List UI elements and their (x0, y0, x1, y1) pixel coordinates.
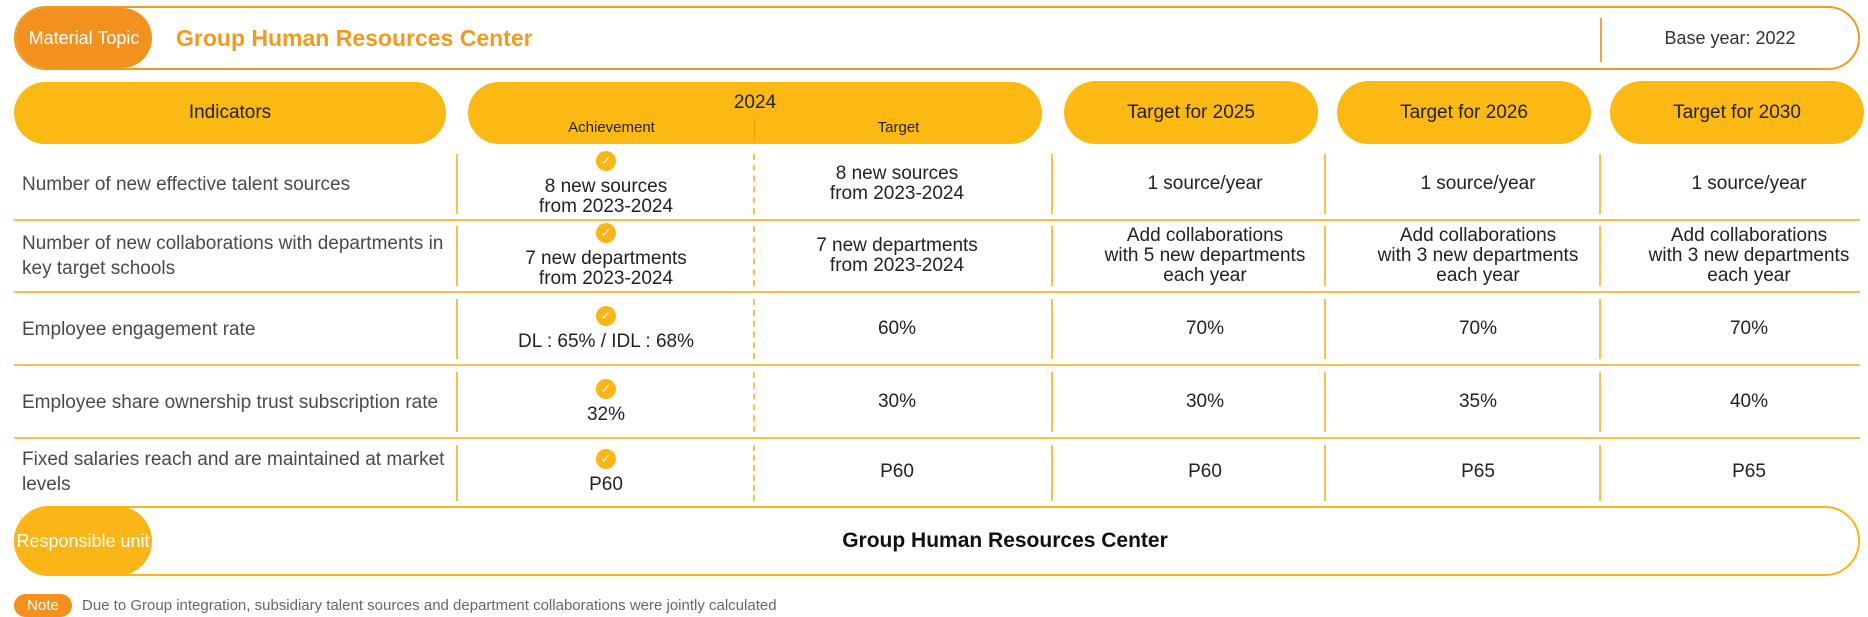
header-2024-divider (754, 118, 755, 140)
column-divider (1599, 445, 1601, 501)
row-target-2024: 7 new departments from 2023-2024 (816, 235, 978, 276)
header-2024-target: Target (877, 119, 920, 136)
header-target-2025: Target for 2025 (1064, 81, 1318, 144)
row-indicator: Employee share ownership trust subscript… (22, 391, 439, 413)
column-divider (1051, 154, 1053, 214)
check-circle-icon: ✓ (596, 151, 616, 171)
row-target-2026: 70% (1458, 318, 1498, 339)
base-year: Base year: 2022 (1664, 28, 1796, 48)
column-divider (1051, 299, 1053, 359)
header-2024-achievement: Achievement (568, 119, 655, 136)
header-divider (1600, 18, 1602, 62)
row-target-2025: 70% (1185, 318, 1225, 339)
material-topic-label: Material Topic (16, 8, 152, 68)
check-circle-icon: ✓ (596, 379, 616, 399)
responsible-unit-label: Responsible unit (14, 506, 152, 576)
note-tag: Note (14, 594, 72, 617)
column-divider (1051, 226, 1053, 286)
row-achievement: ✓ 8 new sources from 2023-2024 (456, 150, 756, 218)
row-divider (14, 437, 1860, 439)
table-row: Employee engagement rate ✓ DL : 65% / ID… (14, 295, 1860, 363)
material-topic-title: Group Human Resources Center (176, 25, 533, 51)
column-divider-dashed (753, 445, 755, 501)
check-circle-icon: ✓ (596, 449, 616, 469)
header-2024: 2024 Achievement Target (468, 82, 1042, 144)
row-indicator: Number of new collaborations with depart… (22, 233, 444, 279)
column-divider-dashed (753, 154, 755, 214)
column-divider-dashed (753, 299, 755, 359)
header-2024-year: 2024 (733, 92, 777, 113)
table-row: Fixed salaries reach and are maintained … (14, 441, 1860, 503)
column-divider (1599, 154, 1601, 214)
responsible-unit-name: Group Human Resources Center (842, 529, 1168, 552)
row-target-2024: 60% (877, 318, 917, 339)
table-row: Number of new effective talent sources ✓… (14, 150, 1860, 218)
row-target-2025: Add collaborations with 5 new department… (1104, 225, 1306, 286)
row-target-2030: 1 source/year (1691, 173, 1807, 194)
column-divider (456, 154, 458, 214)
column-divider (456, 445, 458, 501)
column-divider (1051, 445, 1053, 501)
row-target-2025: P60 (1188, 461, 1222, 482)
row-target-2026: 1 source/year (1420, 173, 1536, 194)
row-divider (14, 219, 1860, 221)
column-divider (456, 372, 458, 432)
column-divider (1324, 445, 1326, 501)
row-target-2026: 35% (1458, 391, 1498, 412)
row-indicator: Fixed salaries reach and are maintained … (22, 449, 445, 495)
column-divider (1324, 372, 1326, 432)
note-text: Due to Group integration, subsidiary tal… (82, 597, 777, 614)
achievement-value: DL : 65% / IDL : 68% (517, 331, 694, 352)
row-target-2030: 70% (1729, 318, 1769, 339)
column-divider (1324, 299, 1326, 359)
row-target-2026: Add collaborations with 3 new department… (1377, 225, 1579, 286)
row-achievement: ✓ 32% (456, 368, 756, 436)
row-indicator: Number of new effective talent sources (22, 173, 351, 195)
table-row: Number of new collaborations with depart… (14, 222, 1860, 290)
header-indicators: Indicators (14, 82, 446, 144)
row-target-2025: 30% (1185, 391, 1225, 412)
column-divider (1599, 226, 1601, 286)
row-target-2024: P60 (880, 461, 914, 482)
header-target-2026: Target for 2026 (1337, 81, 1591, 144)
column-divider (1599, 372, 1601, 432)
achievement-value: P60 (589, 474, 623, 495)
column-divider (456, 226, 458, 286)
row-target-2030: 40% (1729, 391, 1769, 412)
row-target-2024: 8 new sources from 2023-2024 (829, 163, 965, 204)
row-target-2024: 30% (877, 391, 917, 412)
check-circle-icon: ✓ (596, 306, 616, 326)
column-divider (1324, 226, 1326, 286)
row-target-2025: 1 source/year (1147, 173, 1263, 194)
column-divider-dashed (753, 226, 755, 286)
column-divider (1324, 154, 1326, 214)
column-divider (456, 299, 458, 359)
achievement-value: 8 new sources from 2023-2024 (538, 176, 674, 217)
row-achievement: ✓ 7 new departments from 2023-2024 (456, 222, 756, 290)
achievement-value: 7 new departments from 2023-2024 (525, 248, 687, 289)
row-target-2030: Add collaborations with 3 new department… (1648, 225, 1850, 286)
row-target-2030: P65 (1732, 461, 1766, 482)
check-circle-icon: ✓ (596, 223, 616, 243)
row-indicator: Employee engagement rate (22, 318, 256, 340)
row-achievement: ✓ DL : 65% / IDL : 68% (456, 295, 756, 363)
row-achievement: ✓ P60 (456, 441, 756, 503)
row-divider (14, 291, 1860, 293)
row-target-2026: P65 (1461, 461, 1495, 482)
column-divider (1051, 372, 1053, 432)
header-target-2030: Target for 2030 (1610, 81, 1864, 144)
achievement-value: 32% (586, 404, 626, 425)
table-row: Employee share ownership trust subscript… (14, 368, 1860, 436)
material-topic-bar: Material Topic Group Human Resources Cen… (14, 6, 1860, 70)
row-divider (14, 364, 1860, 366)
responsible-unit-bar: Responsible unit Group Human Resources C… (14, 506, 1860, 576)
column-divider-dashed (753, 372, 755, 432)
column-divider (1599, 299, 1601, 359)
